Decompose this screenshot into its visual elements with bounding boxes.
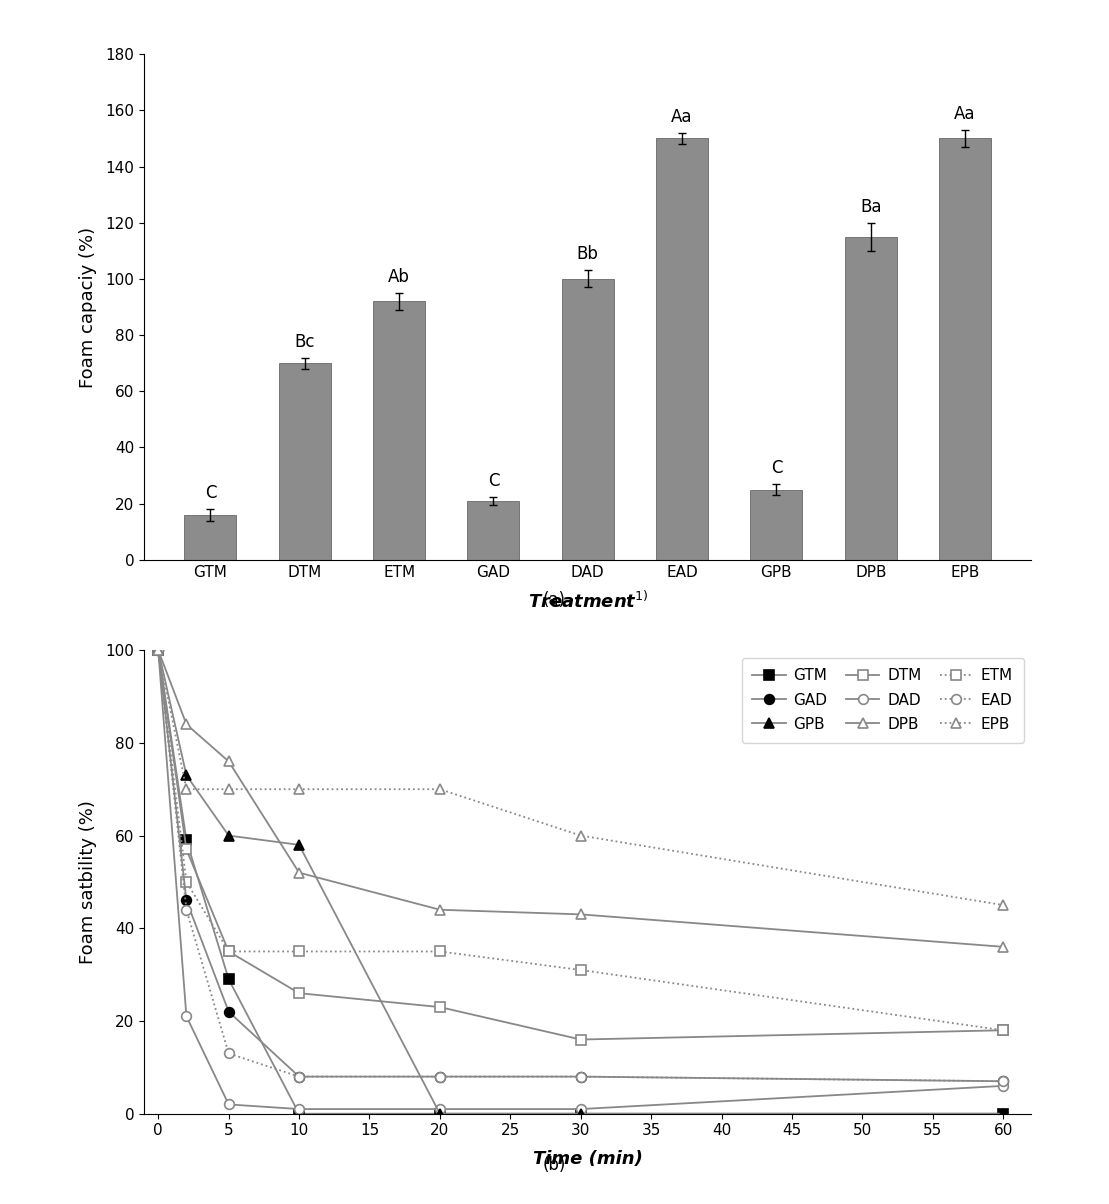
- Text: C: C: [205, 484, 216, 502]
- Bar: [562, 279, 613, 560]
- Text: C: C: [488, 472, 499, 490]
- Text: Aa: Aa: [955, 105, 976, 123]
- Text: Ba: Ba: [859, 197, 882, 216]
- Bar: [468, 501, 519, 560]
- Text: Bc: Bc: [295, 332, 315, 350]
- Text: Aa: Aa: [671, 108, 693, 125]
- Bar: [939, 138, 991, 560]
- Bar: [845, 237, 897, 560]
- Text: (a): (a): [543, 591, 566, 608]
- Bar: [278, 364, 330, 560]
- Bar: [184, 515, 236, 560]
- X-axis label: Treatment$^{1)}$: Treatment$^{1)}$: [528, 591, 648, 612]
- Text: Bb: Bb: [577, 246, 599, 264]
- Y-axis label: Foam capaciy (%): Foam capaciy (%): [79, 226, 98, 388]
- Bar: [751, 490, 803, 560]
- Bar: [373, 301, 425, 560]
- Bar: [657, 138, 708, 560]
- Y-axis label: Foam satbility (%): Foam satbility (%): [79, 799, 98, 964]
- Text: Ab: Ab: [388, 268, 410, 285]
- Text: C: C: [771, 459, 782, 477]
- Legend: GTM, GAD, GPB, DTM, DAD, DPB, ETM, EAD, EPB: GTM, GAD, GPB, DTM, DAD, DPB, ETM, EAD, …: [742, 657, 1024, 743]
- Text: (b): (b): [542, 1157, 567, 1174]
- X-axis label: Time (min): Time (min): [532, 1150, 643, 1168]
